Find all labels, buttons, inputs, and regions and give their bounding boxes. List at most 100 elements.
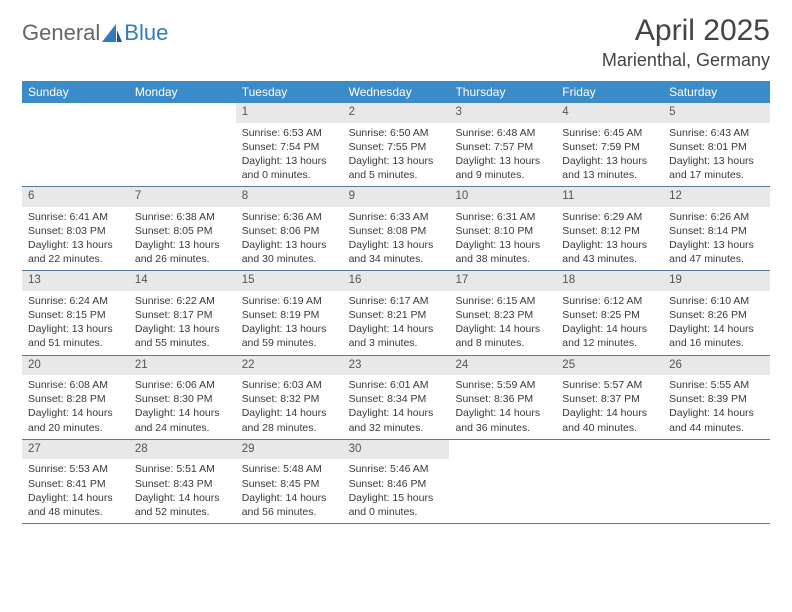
day-cell: 23Sunrise: 6:01 AMSunset: 8:34 PMDayligh… [343, 356, 450, 439]
sunset-line: Sunset: 8:30 PM [135, 392, 230, 406]
daylight-label: Daylight: [28, 239, 69, 251]
sunrise-line: Sunrise: 5:48 AM [242, 462, 337, 476]
sunrise-value: 6:15 AM [497, 295, 536, 307]
day-body: Sunrise: 6:15 AMSunset: 8:23 PMDaylight:… [449, 294, 556, 351]
sunset-line: Sunset: 8:08 PM [349, 224, 444, 238]
day-cell: 28Sunrise: 5:51 AMSunset: 8:43 PMDayligh… [129, 440, 236, 523]
day-cell: 5 Sunrise: 6:43 AMSunset: 8:01 PMDaylight… [663, 103, 770, 186]
sunset-line: Sunset: 8:12 PM [562, 224, 657, 238]
sunrise-line: Sunrise: 5:59 AM [455, 378, 550, 392]
sunrise-label: Sunrise: [242, 295, 281, 307]
sunset-label: Sunset: [562, 393, 598, 405]
daylight-label: Daylight: [669, 407, 710, 419]
sunset-label: Sunset: [349, 393, 385, 405]
sunset-line: Sunset: 8:19 PM [242, 308, 337, 322]
day-body: Sunrise: 6:43 AMSunset: 8:01 PMDaylight:… [663, 126, 770, 183]
sunrise-label: Sunrise: [242, 379, 281, 391]
day-cell: 1Sunrise: 6:53 AMSunset: 7:54 PMDaylight… [236, 103, 343, 186]
sunset-value: 8:08 PM [387, 225, 426, 237]
sunrise-label: Sunrise: [28, 379, 67, 391]
sunset-value: 8:30 PM [173, 393, 212, 405]
sunset-line: Sunset: 7:55 PM [349, 140, 444, 154]
day-cell: 11Sunrise: 6:29 AMSunset: 8:12 PMDayligh… [556, 187, 663, 270]
day-number: 1 [236, 103, 343, 123]
sunset-value: 8:06 PM [280, 225, 319, 237]
sunset-label: Sunset: [242, 393, 278, 405]
sunrise-value: 6:29 AM [604, 211, 643, 223]
sunset-line: Sunset: 8:01 PM [669, 140, 764, 154]
logo-sail-icon [102, 24, 122, 42]
sunset-value: 8:17 PM [173, 309, 212, 321]
day-number: 10 [449, 187, 556, 207]
day-body: Sunrise: 5:57 AMSunset: 8:37 PMDaylight:… [556, 378, 663, 435]
sunrise-line: Sunrise: 5:46 AM [349, 462, 444, 476]
sunrise-label: Sunrise: [349, 211, 388, 223]
sunrise-value: 6:17 AM [390, 295, 429, 307]
sunrise-value: 5:51 AM [176, 463, 215, 475]
daylight-line: Daylight: 13 hours and 5 minutes. [349, 154, 444, 182]
daylight-line: Daylight: 14 hours and 16 minutes. [669, 322, 764, 350]
sunrise-label: Sunrise: [135, 379, 174, 391]
sunrise-label: Sunrise: [455, 379, 494, 391]
daylight-label: Daylight: [242, 492, 283, 504]
day-cell-empty [663, 440, 770, 523]
sunrise-line: Sunrise: 6:43 AM [669, 126, 764, 140]
day-cell: 25Sunrise: 5:57 AMSunset: 8:37 PMDayligh… [556, 356, 663, 439]
sunrise-label: Sunrise: [455, 211, 494, 223]
daylight-line: Daylight: 13 hours and 22 minutes. [28, 238, 123, 266]
sunrise-line: Sunrise: 6:38 AM [135, 210, 230, 224]
daylight-label: Daylight: [242, 239, 283, 251]
sunrise-value: 6:08 AM [69, 379, 108, 391]
sunrise-label: Sunrise: [28, 295, 67, 307]
sunset-line: Sunset: 8:05 PM [135, 224, 230, 238]
sunset-value: 8:41 PM [67, 478, 106, 490]
day-cell-empty [556, 440, 663, 523]
daylight-line: Daylight: 13 hours and 59 minutes. [242, 322, 337, 350]
day-cell-empty [129, 103, 236, 186]
sunset-label: Sunset: [349, 478, 385, 490]
day-body: Sunrise: 6:08 AMSunset: 8:28 PMDaylight:… [22, 378, 129, 435]
day-body: Sunrise: 5:55 AMSunset: 8:39 PMDaylight:… [663, 378, 770, 435]
day-cell: 7Sunrise: 6:38 AMSunset: 8:05 PMDaylight… [129, 187, 236, 270]
sunset-label: Sunset: [135, 393, 171, 405]
day-number: 5 [663, 103, 770, 123]
daylight-label: Daylight: [562, 323, 603, 335]
day-body: Sunrise: 5:51 AMSunset: 8:43 PMDaylight:… [129, 462, 236, 519]
sunset-label: Sunset: [455, 141, 491, 153]
sunrise-label: Sunrise: [135, 295, 174, 307]
sunrise-line: Sunrise: 6:31 AM [455, 210, 550, 224]
sunset-value: 7:55 PM [387, 141, 426, 153]
header: General Blue April 2025 Marienthal, Germ… [22, 14, 770, 71]
sunset-value: 8:21 PM [387, 309, 426, 321]
day-number: 25 [556, 356, 663, 376]
sunset-value: 8:43 PM [173, 478, 212, 490]
sunset-line: Sunset: 8:21 PM [349, 308, 444, 322]
dow-cell: Tuesday [236, 81, 343, 103]
daylight-label: Daylight: [455, 155, 496, 167]
sunrise-value: 6:06 AM [176, 379, 215, 391]
daylight-line: Daylight: 14 hours and 44 minutes. [669, 406, 764, 434]
sunset-value: 8:03 PM [67, 225, 106, 237]
day-body: Sunrise: 6:01 AMSunset: 8:34 PMDaylight:… [343, 378, 450, 435]
sunrise-label: Sunrise: [669, 127, 708, 139]
sunset-label: Sunset: [28, 309, 64, 321]
calendar-body: 1Sunrise: 6:53 AMSunset: 7:54 PMDaylight… [22, 103, 770, 524]
day-cell: 22Sunrise: 6:03 AMSunset: 8:32 PMDayligh… [236, 356, 343, 439]
sunset-line: Sunset: 8:14 PM [669, 224, 764, 238]
sunset-label: Sunset: [28, 393, 64, 405]
sunrise-line: Sunrise: 6:48 AM [455, 126, 550, 140]
sunrise-value: 6:33 AM [390, 211, 429, 223]
day-number: 7 [129, 187, 236, 207]
sunrise-line: Sunrise: 5:57 AM [562, 378, 657, 392]
sunset-line: Sunset: 8:45 PM [242, 477, 337, 491]
sunset-value: 8:23 PM [494, 309, 533, 321]
sunset-label: Sunset: [455, 393, 491, 405]
day-number: 15 [236, 271, 343, 291]
dow-cell: Saturday [663, 81, 770, 103]
sunset-line: Sunset: 8:43 PM [135, 477, 230, 491]
sunset-line: Sunset: 8:36 PM [455, 392, 550, 406]
day-number: 3 [449, 103, 556, 123]
sunset-value: 8:37 PM [601, 393, 640, 405]
day-cell: 20Sunrise: 6:08 AMSunset: 8:28 PMDayligh… [22, 356, 129, 439]
sunset-line: Sunset: 8:26 PM [669, 308, 764, 322]
